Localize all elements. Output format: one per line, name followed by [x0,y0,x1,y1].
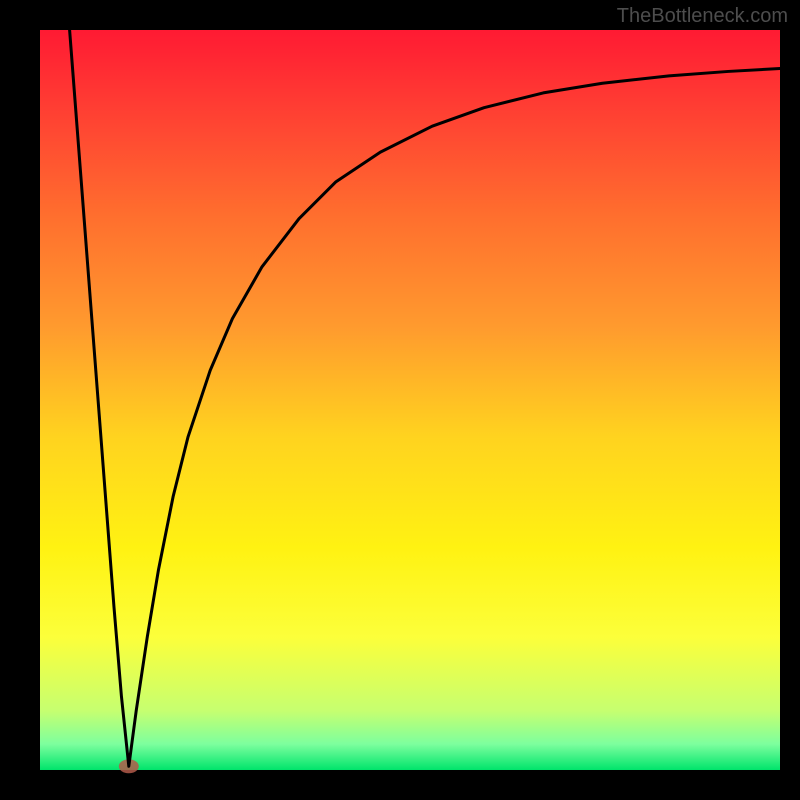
plot-area [40,30,780,773]
gradient-background [40,30,780,770]
attribution-label: TheBottleneck.com [617,5,788,27]
bottleneck-chart: TheBottleneck.com [0,0,800,800]
